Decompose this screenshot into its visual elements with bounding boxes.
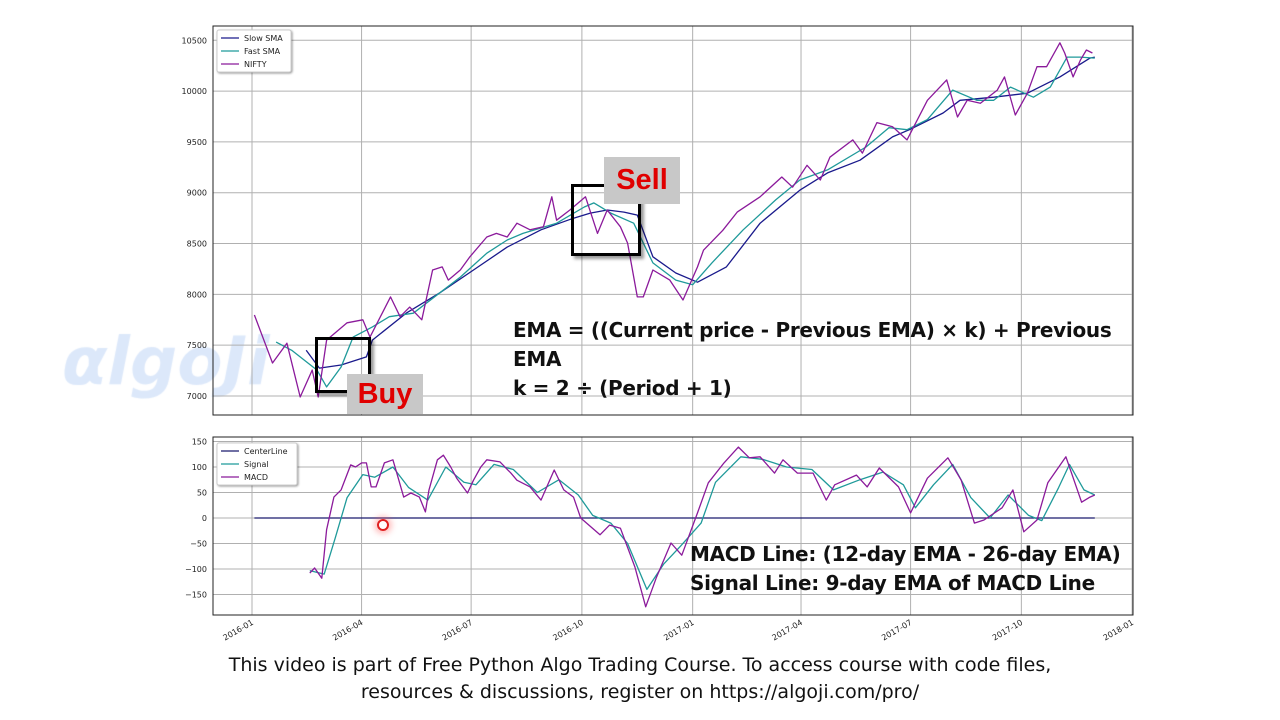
buy-label: Buy — [347, 374, 423, 414]
nifty-line — [253, 42, 1093, 398]
price-chart-frame — [212, 25, 1134, 416]
buy-signal-box — [315, 337, 371, 393]
price-legend: Slow SMA Fast SMA NIFTY — [216, 29, 292, 73]
macd-y-tick-label: 100 — [192, 463, 207, 472]
caption-line1: This video is part of Free Python Algo T… — [228, 654, 1052, 676]
macd-legend-label: MACD — [244, 473, 268, 482]
x-tick-label: 2017-04 — [771, 618, 804, 643]
macd-chart-frame — [212, 436, 1134, 616]
ema-formula-line3: k = 2 ÷ (Period + 1) — [513, 376, 732, 400]
x-tick-label: 2016-01 — [222, 618, 255, 643]
price-y-tick-label: 9500 — [187, 138, 207, 147]
signal-line — [309, 456, 1096, 591]
centerline-legend-label: CenterLine — [244, 447, 288, 456]
signal-line-definition: Signal Line: 9-day EMA of MACD Line — [690, 571, 1095, 595]
x-tick-label: 2017-01 — [662, 618, 695, 643]
video-caption: This video is part of Free Python Algo T… — [0, 652, 1280, 706]
ema-formula-line1: EMA = ((Current price - Previous EMA) × … — [513, 318, 1112, 342]
sell-label: Sell — [604, 157, 680, 204]
x-tick-label: 2017-07 — [880, 618, 913, 643]
price-chart-series — [253, 42, 1095, 398]
nifty-legend-label: NIFTY — [244, 60, 267, 69]
macd-y-tick-label: 50 — [197, 488, 207, 497]
fast-sma-legend-label: Fast SMA — [244, 47, 281, 56]
x-tick-label: 2018-01 — [1102, 618, 1135, 643]
price-y-tick-label: 9000 — [187, 189, 207, 198]
price-y-tick-label: 10500 — [182, 36, 207, 45]
price-y-tick-label: 10000 — [182, 87, 207, 96]
x-tick-label: 2016-04 — [331, 618, 364, 643]
ema-formula-line2: EMA — [513, 347, 562, 371]
macd-definitions: MACD Line: (12-day EMA - 26-day EMA) Sig… — [690, 540, 1121, 598]
x-tick-label: 2016-10 — [551, 618, 584, 643]
slow-sma-legend-label: Slow SMA — [244, 34, 283, 43]
caption-line2: resources & discussions, register on htt… — [360, 681, 920, 703]
price-y-tick-label: 7000 — [187, 392, 207, 401]
macd-y-tick-label: −100 — [185, 565, 207, 574]
price-legend-box — [216, 29, 292, 73]
signal-legend-label: Signal — [244, 460, 269, 469]
x-tick-label: 2016-07 — [441, 618, 474, 643]
macd-chart-series — [254, 446, 1096, 608]
macd-y-tick-label: −150 — [185, 591, 207, 600]
price-y-tick-label: 8000 — [187, 290, 207, 299]
macd-legend: CenterLine Signal MACD — [216, 442, 298, 486]
ema-formula: EMA = ((Current price - Previous EMA) × … — [513, 316, 1112, 403]
macd-y-tick-label: 0 — [202, 514, 207, 523]
price-y-tick-label: 8500 — [187, 240, 207, 249]
macd-line-definition: MACD Line: (12-day EMA - 26-day EMA) — [690, 542, 1121, 566]
macd-line — [309, 446, 1096, 608]
x-tick-label: 2017-10 — [991, 618, 1024, 643]
macd-legend-box — [216, 442, 298, 486]
macd-y-tick-label: 150 — [192, 437, 207, 446]
price-y-tick-label: 7500 — [187, 341, 207, 350]
macd-y-tick-label: −50 — [190, 540, 207, 549]
mouse-cursor-indicator — [377, 519, 389, 531]
